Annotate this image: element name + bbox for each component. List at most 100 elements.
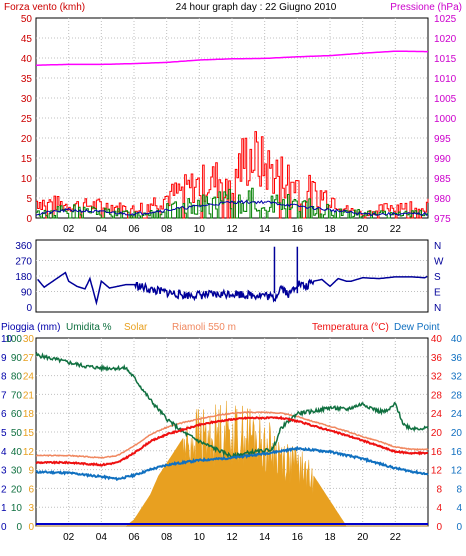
rain-tick-label: 3 bbox=[1, 466, 7, 477]
dewpoint-tick-label: 24 bbox=[451, 409, 463, 420]
temperature-axis-label: Temperatura (°C) bbox=[312, 322, 389, 333]
wind-x-tick-label: 10 bbox=[194, 224, 206, 235]
dewpoint-tick-label: 40 bbox=[451, 334, 463, 345]
wind-tick-label: 10 bbox=[21, 174, 33, 185]
dewpoint-tick-label: 0 bbox=[456, 522, 462, 533]
wind-tick-label: 40 bbox=[21, 54, 33, 65]
wind-tick-label: 50 bbox=[21, 14, 33, 25]
temperature-tick-label: 24 bbox=[431, 409, 443, 420]
wind-tick-label: 25 bbox=[21, 114, 33, 125]
wind-x-tick-label: 12 bbox=[226, 224, 238, 235]
riamoli-series bbox=[35, 410, 429, 459]
humidity-tick-label: 0 bbox=[16, 522, 22, 533]
direction-series bbox=[37, 271, 428, 306]
humidity-axis-label: Umidita % bbox=[66, 322, 112, 333]
compass-tick-label: W bbox=[434, 257, 444, 268]
wind-x-tick-label: 14 bbox=[259, 224, 271, 235]
solar-tick-label: 21 bbox=[23, 390, 35, 401]
rain-tick-label: 8 bbox=[1, 372, 7, 383]
rain-tick-label: 5 bbox=[1, 428, 7, 439]
wind-tick-label: 30 bbox=[21, 94, 33, 105]
rain-tick-label: 6 bbox=[1, 409, 7, 420]
humidity-tick-label: 20 bbox=[11, 484, 23, 495]
pressure-tick-label: 1020 bbox=[434, 34, 457, 45]
wind-tick-label: 0 bbox=[26, 214, 32, 225]
wind-tick-label: 35 bbox=[21, 74, 33, 85]
dewpoint-axis-label: Dew Point bbox=[394, 322, 440, 333]
humidity-tick-label: 90 bbox=[11, 353, 23, 364]
riamoli-axis-label: Riamoli 550 m bbox=[172, 322, 236, 333]
wind-x-tick-label: 18 bbox=[324, 224, 336, 235]
temperature-tick-label: 16 bbox=[431, 447, 443, 458]
wind-tick-label: 20 bbox=[21, 134, 33, 145]
wind-average-series bbox=[35, 199, 429, 217]
rain-tick-label: 4 bbox=[1, 447, 7, 458]
solar-tick-label: 3 bbox=[28, 503, 34, 514]
temperature-tick-label: 28 bbox=[431, 390, 443, 401]
wind-axis-label: Forza vento (kmh) bbox=[4, 2, 85, 13]
pressure-tick-label: 1005 bbox=[434, 94, 457, 105]
humidity-tick-label: 100 bbox=[5, 334, 22, 345]
temp-x-tick-label: 10 bbox=[194, 532, 206, 543]
temp-x-tick-label: 08 bbox=[161, 532, 173, 543]
dewpoint-tick-label: 36 bbox=[451, 353, 463, 364]
temperature-tick-label: 32 bbox=[431, 372, 443, 383]
pressure-tick-label: 995 bbox=[434, 134, 451, 145]
temp-x-tick-label: 06 bbox=[128, 532, 140, 543]
wind-tick-label: 5 bbox=[26, 194, 32, 205]
temperature-tick-label: 4 bbox=[436, 503, 442, 514]
temp-x-tick-label: 02 bbox=[63, 532, 75, 543]
temp-x-tick-label: 20 bbox=[357, 532, 369, 543]
direction-tick-label: 0 bbox=[26, 303, 32, 314]
pressure-tick-label: 1000 bbox=[434, 114, 457, 125]
dewpoint-tick-label: 32 bbox=[451, 372, 463, 383]
temperature-tick-label: 20 bbox=[431, 428, 443, 439]
compass-tick-label: E bbox=[434, 288, 441, 299]
wind-x-tick-label: 22 bbox=[390, 224, 402, 235]
wind-x-tick-label: 02 bbox=[63, 224, 75, 235]
wind-tick-label: 15 bbox=[21, 154, 33, 165]
temp-x-tick-label: 22 bbox=[390, 532, 402, 543]
temp-x-tick-label: 16 bbox=[292, 532, 304, 543]
solar-tick-label: 6 bbox=[28, 484, 34, 495]
humidity-tick-label: 70 bbox=[11, 390, 23, 401]
solar-area bbox=[36, 400, 428, 527]
temperature-tick-label: 8 bbox=[436, 484, 442, 495]
solar-tick-label: 30 bbox=[23, 334, 35, 345]
pressure-axis-label: Pressione (hPa) bbox=[390, 2, 462, 13]
pressure-tick-label: 990 bbox=[434, 154, 451, 165]
wind-x-tick-label: 20 bbox=[357, 224, 369, 235]
pressure-tick-label: 985 bbox=[434, 174, 451, 185]
temperature-tick-label: 36 bbox=[431, 353, 443, 364]
pressure-tick-label: 975 bbox=[434, 214, 451, 225]
solar-tick-label: 27 bbox=[23, 353, 35, 364]
wind-x-tick-label: 06 bbox=[128, 224, 140, 235]
temperature-series bbox=[35, 415, 429, 467]
wind-x-tick-label: 08 bbox=[161, 224, 173, 235]
pressure-series bbox=[36, 50, 428, 66]
pressure-tick-label: 980 bbox=[434, 194, 451, 205]
dewpoint-tick-label: 28 bbox=[451, 390, 463, 401]
solar-tick-label: 12 bbox=[23, 447, 35, 458]
humidity-tick-label: 40 bbox=[11, 447, 23, 458]
wind-tick-label: 45 bbox=[21, 34, 33, 45]
dewpoint-series bbox=[35, 445, 429, 482]
pressure-tick-label: 1015 bbox=[434, 54, 457, 65]
temperature-tick-label: 12 bbox=[431, 466, 443, 477]
rain-tick-label: 10 bbox=[1, 334, 13, 345]
wind-x-tick-label: 04 bbox=[96, 224, 108, 235]
rain-tick-label: 9 bbox=[1, 353, 7, 364]
dewpoint-tick-label: 4 bbox=[456, 503, 462, 514]
humidity-tick-label: 10 bbox=[11, 503, 23, 514]
humidity-tick-label: 60 bbox=[11, 409, 23, 420]
compass-tick-label: S bbox=[434, 272, 441, 283]
temperature-tick-label: 40 bbox=[431, 334, 443, 345]
compass-tick-label: N bbox=[434, 241, 441, 252]
humidity-tick-label: 80 bbox=[11, 372, 23, 383]
direction-tick-label: 180 bbox=[15, 272, 32, 283]
dewpoint-tick-label: 12 bbox=[451, 466, 463, 477]
direction-tick-label: 270 bbox=[15, 257, 32, 268]
dewpoint-tick-label: 20 bbox=[451, 428, 463, 439]
